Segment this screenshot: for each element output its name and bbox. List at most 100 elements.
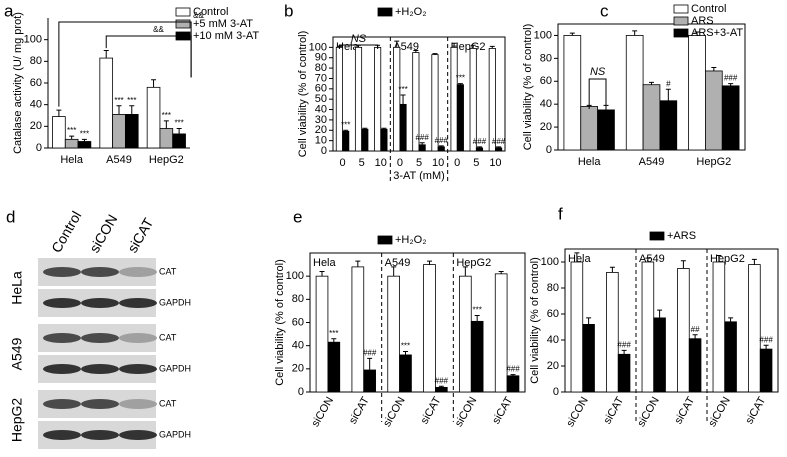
y-tick-label: 50 xyxy=(315,93,327,105)
y-tick-label: 100 xyxy=(286,270,304,282)
bar xyxy=(475,147,484,152)
significance-label: ### xyxy=(724,74,738,83)
y-tick-label: 20 xyxy=(547,360,559,372)
x-tick-label: 5 xyxy=(473,157,479,169)
error-bar xyxy=(609,266,615,273)
blot-band xyxy=(43,399,81,409)
bar xyxy=(327,341,341,393)
error-bar xyxy=(498,271,504,274)
y-tick-label: 70 xyxy=(315,72,327,84)
x-tick-label: siCAT xyxy=(743,395,768,426)
bar xyxy=(721,85,740,151)
significance-label: ### xyxy=(473,137,487,146)
x-tick-label: 0 xyxy=(339,157,345,169)
y-tick-label: 40 xyxy=(315,103,327,115)
error-bar xyxy=(569,32,575,36)
bar xyxy=(563,35,582,151)
column-label: siCAT xyxy=(124,215,157,255)
bar xyxy=(653,317,666,393)
legend-label: +ARS xyxy=(667,230,696,242)
error-bar xyxy=(81,138,87,142)
bar xyxy=(705,70,723,151)
y-tick-label: 30 xyxy=(315,114,327,126)
y-tick-label: 90 xyxy=(315,52,327,64)
blot-band xyxy=(119,364,157,374)
significance-label: *** xyxy=(174,119,183,128)
bar xyxy=(361,128,369,152)
bar xyxy=(597,109,615,151)
significance-label: *** xyxy=(401,342,410,351)
bar xyxy=(99,57,114,149)
blot-band xyxy=(43,298,81,308)
bar xyxy=(435,386,448,393)
bracket xyxy=(588,78,607,109)
x-tick-label: 5 xyxy=(416,157,422,169)
blot-band xyxy=(119,399,157,409)
y-axis-label: Cell viability (% of control) xyxy=(274,259,286,386)
bar xyxy=(494,273,508,393)
significance-label: ### xyxy=(363,349,377,358)
error-bar xyxy=(451,42,457,48)
y-tick-label: 10 xyxy=(315,135,327,147)
error-bar xyxy=(427,260,433,265)
error-bar xyxy=(694,31,700,36)
bar xyxy=(64,138,79,149)
error-bar xyxy=(711,67,717,71)
legend-swatch xyxy=(673,28,689,38)
bar xyxy=(418,144,426,152)
bar xyxy=(688,338,702,393)
x-tick-label: 10 xyxy=(489,157,501,169)
bar xyxy=(677,268,690,393)
significance-label: *** xyxy=(472,306,481,315)
blot-band xyxy=(43,267,81,277)
y-tick-label: 80 xyxy=(30,55,42,67)
plot-frame xyxy=(309,252,526,393)
legend-swatch xyxy=(175,7,191,17)
bar xyxy=(688,35,706,151)
bar xyxy=(112,114,126,149)
bar xyxy=(374,46,382,152)
bar xyxy=(380,128,388,152)
bar xyxy=(617,353,631,393)
bar xyxy=(423,264,436,393)
x-tick-label: 0 xyxy=(454,157,460,169)
blot-band xyxy=(119,430,157,440)
row-label: A549 xyxy=(9,337,25,370)
y-tick-label: 100 xyxy=(24,34,42,46)
x-tick-label: HepG2 xyxy=(696,156,731,168)
band-label: CAT xyxy=(159,398,177,408)
panel-label: d xyxy=(6,207,15,226)
error-bar xyxy=(470,44,476,49)
error-bar xyxy=(438,385,444,388)
error-bar xyxy=(510,374,516,376)
error-bar xyxy=(103,50,109,59)
error-bar xyxy=(586,317,592,325)
legend-swatch xyxy=(649,231,665,241)
bar xyxy=(399,103,407,152)
x-tick-label: Hela xyxy=(578,156,602,168)
bracket xyxy=(105,35,192,78)
error-bar xyxy=(665,88,671,101)
y-tick-label: 20 xyxy=(30,120,42,132)
x-tick-label: siCON xyxy=(381,395,408,429)
y-tick-label: 60 xyxy=(292,316,304,328)
significance-label: ## xyxy=(691,325,700,334)
y-axis-label: Catalase activity (U/ mg prot) xyxy=(12,12,24,154)
significance-label: ### xyxy=(759,335,773,344)
error-bar xyxy=(457,83,463,85)
y-axis-label: Cell viability (% of control) xyxy=(522,24,534,151)
bar xyxy=(315,275,329,393)
bar xyxy=(580,106,598,151)
panel-label: f xyxy=(558,204,563,223)
band-label: CAT xyxy=(159,266,177,276)
y-tick-label: 40 xyxy=(547,334,559,346)
band-label: GAPDH xyxy=(159,363,191,373)
y-tick-label: 100 xyxy=(541,256,559,268)
y-tick-label: 0 xyxy=(321,145,327,157)
legend-swatch xyxy=(175,19,191,29)
bar xyxy=(712,261,726,393)
significance-label: *** xyxy=(162,111,171,120)
bar xyxy=(387,275,400,393)
annotation: && xyxy=(153,25,164,34)
legend-label: +10 mM 3-AT xyxy=(193,30,259,42)
